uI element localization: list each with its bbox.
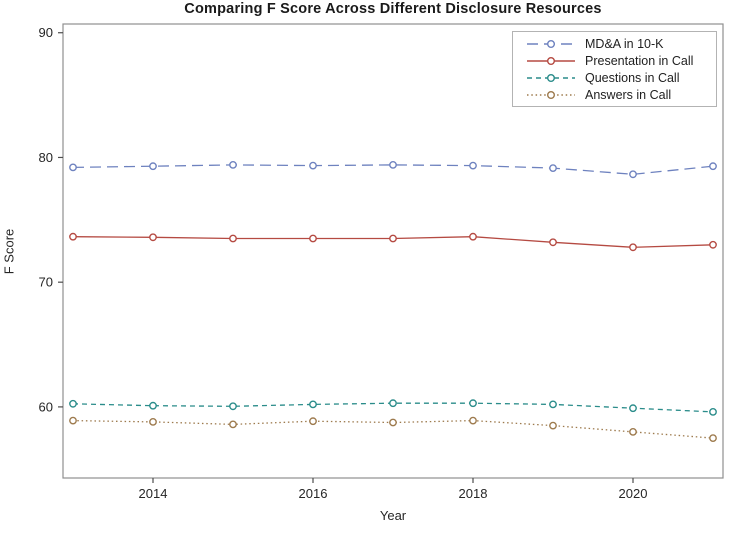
data-point-marker bbox=[389, 399, 397, 408]
data-point-marker bbox=[229, 420, 237, 429]
legend-label: Presentation in Call bbox=[585, 53, 694, 68]
data-point-marker bbox=[389, 418, 397, 427]
y-tick-label: 90 bbox=[39, 25, 53, 40]
data-point-marker bbox=[229, 402, 237, 411]
legend-item-answers: Answers in Call bbox=[525, 86, 716, 103]
data-point-marker bbox=[149, 233, 157, 242]
data-point-marker bbox=[549, 164, 557, 173]
legend-label: Questions in Call bbox=[585, 70, 680, 85]
y-tick-label: 80 bbox=[39, 150, 53, 165]
data-point-marker bbox=[629, 243, 637, 252]
legend-line-sample bbox=[527, 90, 575, 99]
data-point-marker bbox=[69, 416, 77, 425]
y-axis-label: F Score bbox=[1, 228, 17, 275]
x-tick-label: 2016 bbox=[299, 486, 328, 501]
legend-item-questions: Questions in Call bbox=[525, 69, 716, 86]
x-axis-label: Year bbox=[379, 508, 407, 523]
data-point-marker bbox=[469, 399, 477, 408]
data-point-marker bbox=[69, 232, 77, 241]
legend-item-mda: MD&A in 10-K bbox=[525, 35, 716, 52]
data-point-marker bbox=[389, 234, 397, 243]
data-point-marker bbox=[69, 163, 77, 172]
data-point-marker bbox=[629, 427, 637, 436]
legend-label: MD&A in 10-K bbox=[585, 36, 664, 51]
data-point-marker bbox=[149, 162, 157, 171]
data-point-marker bbox=[69, 399, 77, 408]
data-point-marker bbox=[309, 400, 317, 409]
data-point-marker bbox=[629, 404, 637, 413]
x-tick-label: 2020 bbox=[619, 486, 648, 501]
data-point-marker bbox=[309, 161, 317, 170]
legend-item-presentation: Presentation in Call bbox=[525, 52, 716, 69]
legend-label: Answers in Call bbox=[585, 87, 672, 102]
data-point-marker bbox=[709, 434, 717, 442]
chart-title: Comparing F Score Across Different Discl… bbox=[184, 1, 602, 17]
series-line-3 bbox=[72, 419, 714, 439]
data-point-marker bbox=[229, 160, 237, 169]
data-point-marker bbox=[309, 417, 317, 426]
data-point-marker bbox=[309, 234, 317, 243]
legend-box: MD&A in 10-K Presentation in Call Questi… bbox=[512, 31, 717, 107]
data-point-marker bbox=[229, 234, 237, 243]
data-point-marker bbox=[709, 240, 717, 249]
data-point-marker bbox=[149, 401, 157, 410]
plot-frame bbox=[62, 23, 724, 479]
x-tick-label: 2014 bbox=[139, 486, 168, 501]
data-point-marker bbox=[389, 160, 397, 169]
legend-line-sample bbox=[527, 56, 575, 65]
legend-line-sample bbox=[527, 39, 575, 48]
data-point-marker bbox=[149, 417, 157, 426]
data-point-marker bbox=[549, 421, 557, 430]
data-point-marker bbox=[709, 162, 717, 171]
data-point-marker bbox=[469, 161, 477, 170]
data-point-marker bbox=[549, 400, 557, 409]
data-point-marker bbox=[549, 238, 557, 247]
data-point-marker bbox=[709, 407, 717, 416]
series-line-0 bbox=[72, 164, 714, 175]
series-line-2 bbox=[72, 402, 714, 413]
data-point-marker bbox=[469, 416, 477, 425]
data-point-marker bbox=[469, 232, 477, 241]
data-point-marker bbox=[629, 170, 637, 179]
x-tick-label: 2018 bbox=[459, 486, 488, 501]
legend-line-sample bbox=[527, 73, 575, 82]
y-tick-label: 60 bbox=[39, 399, 53, 414]
y-tick-label: 70 bbox=[39, 275, 53, 290]
